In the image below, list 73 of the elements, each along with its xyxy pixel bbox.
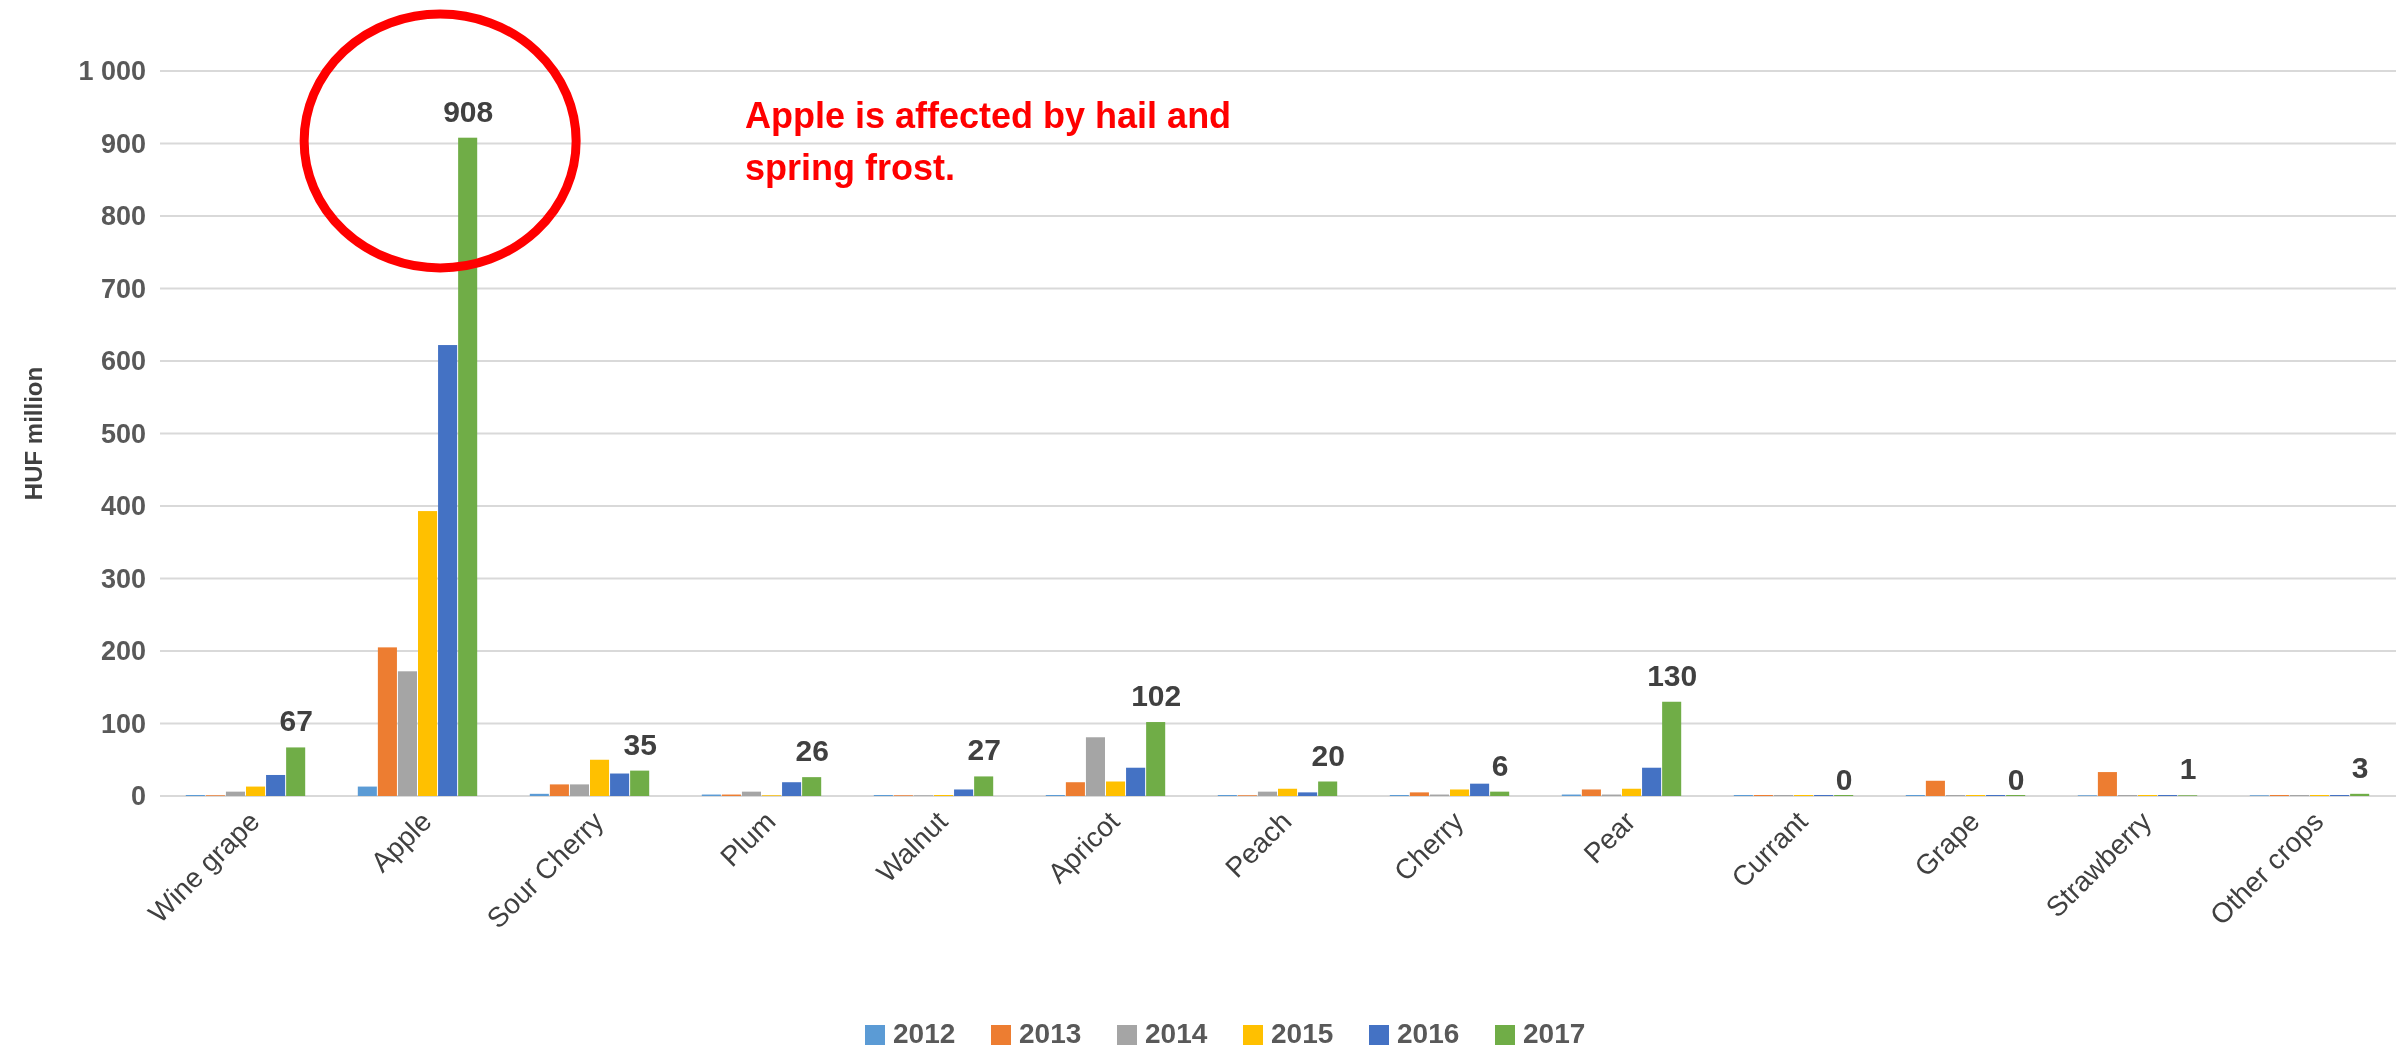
y-axis-title: HUF million bbox=[20, 366, 47, 501]
bar bbox=[1581, 789, 1601, 796]
bar bbox=[1146, 722, 1166, 796]
bar bbox=[1278, 788, 1298, 796]
legend-label: 2012 bbox=[893, 1018, 956, 1050]
data-label: 20 bbox=[1311, 738, 1345, 772]
legend-label: 2015 bbox=[1271, 1018, 1334, 1050]
data-label: 35 bbox=[623, 727, 657, 761]
y-tick-label: 500 bbox=[100, 418, 146, 449]
bar bbox=[954, 789, 974, 796]
bar bbox=[397, 671, 417, 796]
data-label: 6 bbox=[1491, 748, 1509, 782]
bar bbox=[1318, 781, 1338, 796]
y-tick-label: 0 bbox=[130, 781, 146, 812]
bar bbox=[1622, 788, 1642, 796]
bar bbox=[569, 784, 589, 796]
legend-label: 2013 bbox=[1019, 1018, 1082, 1050]
bar bbox=[974, 776, 994, 796]
bar bbox=[590, 759, 610, 796]
y-tick-label: 400 bbox=[100, 491, 146, 522]
bar bbox=[1490, 791, 1510, 796]
y-tick-label: 600 bbox=[100, 346, 146, 377]
bar bbox=[1470, 783, 1490, 796]
bar bbox=[357, 786, 377, 796]
data-label: 67 bbox=[279, 704, 313, 738]
bar bbox=[266, 774, 286, 796]
bar bbox=[1662, 701, 1682, 796]
y-tick-label: 300 bbox=[100, 563, 146, 594]
legend-label: 2014 bbox=[1145, 1018, 1208, 1050]
y-tick-label: 900 bbox=[100, 128, 146, 159]
bar bbox=[458, 137, 478, 796]
y-tick-label: 800 bbox=[100, 201, 146, 232]
bar bbox=[741, 791, 761, 796]
bar bbox=[549, 784, 569, 796]
bar bbox=[1925, 780, 1945, 796]
bar bbox=[1106, 781, 1126, 796]
bar bbox=[802, 777, 822, 796]
y-tick-label: 700 bbox=[100, 273, 146, 304]
bar bbox=[1642, 767, 1662, 796]
data-label: 3 bbox=[2351, 750, 2369, 784]
bar bbox=[438, 345, 458, 796]
data-label: 27 bbox=[967, 733, 1001, 767]
bar bbox=[1065, 782, 1085, 796]
data-label: 0 bbox=[1835, 763, 1853, 796]
bar bbox=[286, 747, 306, 796]
legend-label: 2016 bbox=[1397, 1018, 1460, 1050]
annotation: Apple is affected by hail and spring frost. bbox=[745, 95, 1232, 188]
y-tick-label: 100 bbox=[100, 708, 146, 739]
data-label: 102 bbox=[1131, 679, 1182, 713]
bar bbox=[225, 791, 245, 796]
bar bbox=[1257, 791, 1277, 796]
bar bbox=[1126, 767, 1146, 796]
data-label: 908 bbox=[443, 94, 494, 128]
bar bbox=[610, 773, 630, 796]
bar bbox=[2097, 772, 2117, 796]
bar bbox=[1085, 737, 1105, 796]
bar bbox=[246, 786, 266, 796]
bar bbox=[1298, 792, 1318, 796]
y-tick-label: 200 bbox=[100, 636, 146, 667]
bar bbox=[1409, 792, 1429, 796]
data-label: 26 bbox=[795, 734, 829, 768]
data-label: 0 bbox=[2007, 763, 2025, 796]
bar bbox=[377, 647, 397, 796]
bar bbox=[630, 770, 650, 796]
bar bbox=[782, 782, 802, 796]
bar bbox=[2350, 793, 2370, 796]
bar bbox=[529, 793, 549, 796]
legend-label: 2017 bbox=[1523, 1018, 1586, 1050]
data-label: 130 bbox=[1647, 658, 1698, 692]
data-label: 1 bbox=[2179, 752, 2197, 786]
bar bbox=[1450, 789, 1470, 796]
y-tick-label: 1 000 bbox=[78, 56, 146, 87]
bar bbox=[418, 511, 438, 796]
